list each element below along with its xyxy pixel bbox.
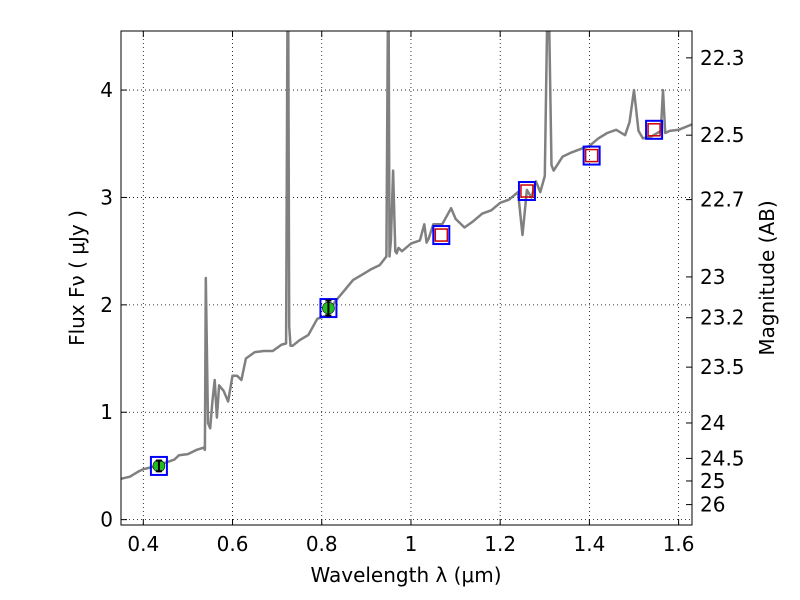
right-tick-label: 22.5 [700, 123, 745, 147]
y-axis-label: Flux Fν ( μJy ) [65, 210, 89, 346]
y-tick-label: 3 [100, 185, 113, 209]
x-axis-label: Wavelength λ (μm) [310, 563, 501, 587]
upper-limit-point [434, 228, 449, 242]
right-tick-label: 22.7 [700, 188, 745, 212]
right-tick-label: 24 [700, 411, 725, 435]
x-tick-label: 0.6 [217, 532, 249, 556]
plot-frame [120, 30, 693, 526]
x-tick-label: 1 [405, 532, 418, 556]
upper-limit-point [520, 184, 534, 198]
model-photometry-point [319, 298, 338, 319]
x-tick-label: 0.8 [306, 532, 338, 556]
right-tick-label: 25 [700, 469, 725, 493]
model-photometry-point [582, 145, 601, 166]
right-tick-label: 22.3 [700, 46, 745, 70]
x-tick-label: 1.6 [663, 532, 695, 556]
spectrum-line [121, 31, 692, 481]
y-tick-label: 0 [100, 508, 113, 532]
upper-limit-point [584, 148, 599, 163]
y-axis-label-right: Magnitude (AB) [755, 200, 779, 355]
model-photometry-point [645, 119, 664, 140]
right-tick-label: 24.5 [700, 446, 745, 470]
right-tick-label: 23.2 [700, 306, 745, 330]
right-tick-label: 23 [700, 265, 725, 289]
upper-limit-point [647, 123, 661, 137]
y-tick-label: 1 [100, 400, 113, 424]
right-tick-label: 23.5 [700, 355, 745, 379]
x-tick-label: 1.4 [573, 532, 605, 556]
model-photometry-point [432, 225, 451, 246]
model-photometry-point [517, 181, 536, 202]
model-photometry-point [149, 455, 168, 476]
y-tick-label: 2 [100, 293, 113, 317]
axis-ticks: 0.4 0.6 0.8 1 1.2 1.4 1.60123422.322.522.72323… [100, 31, 745, 556]
y-tick-label: 4 [100, 78, 113, 102]
right-tick-label: 26 [700, 493, 725, 517]
series-layer [121, 31, 692, 481]
x-tick-label: 0.4 [127, 532, 159, 556]
x-tick-label: 1.2 [484, 532, 516, 556]
